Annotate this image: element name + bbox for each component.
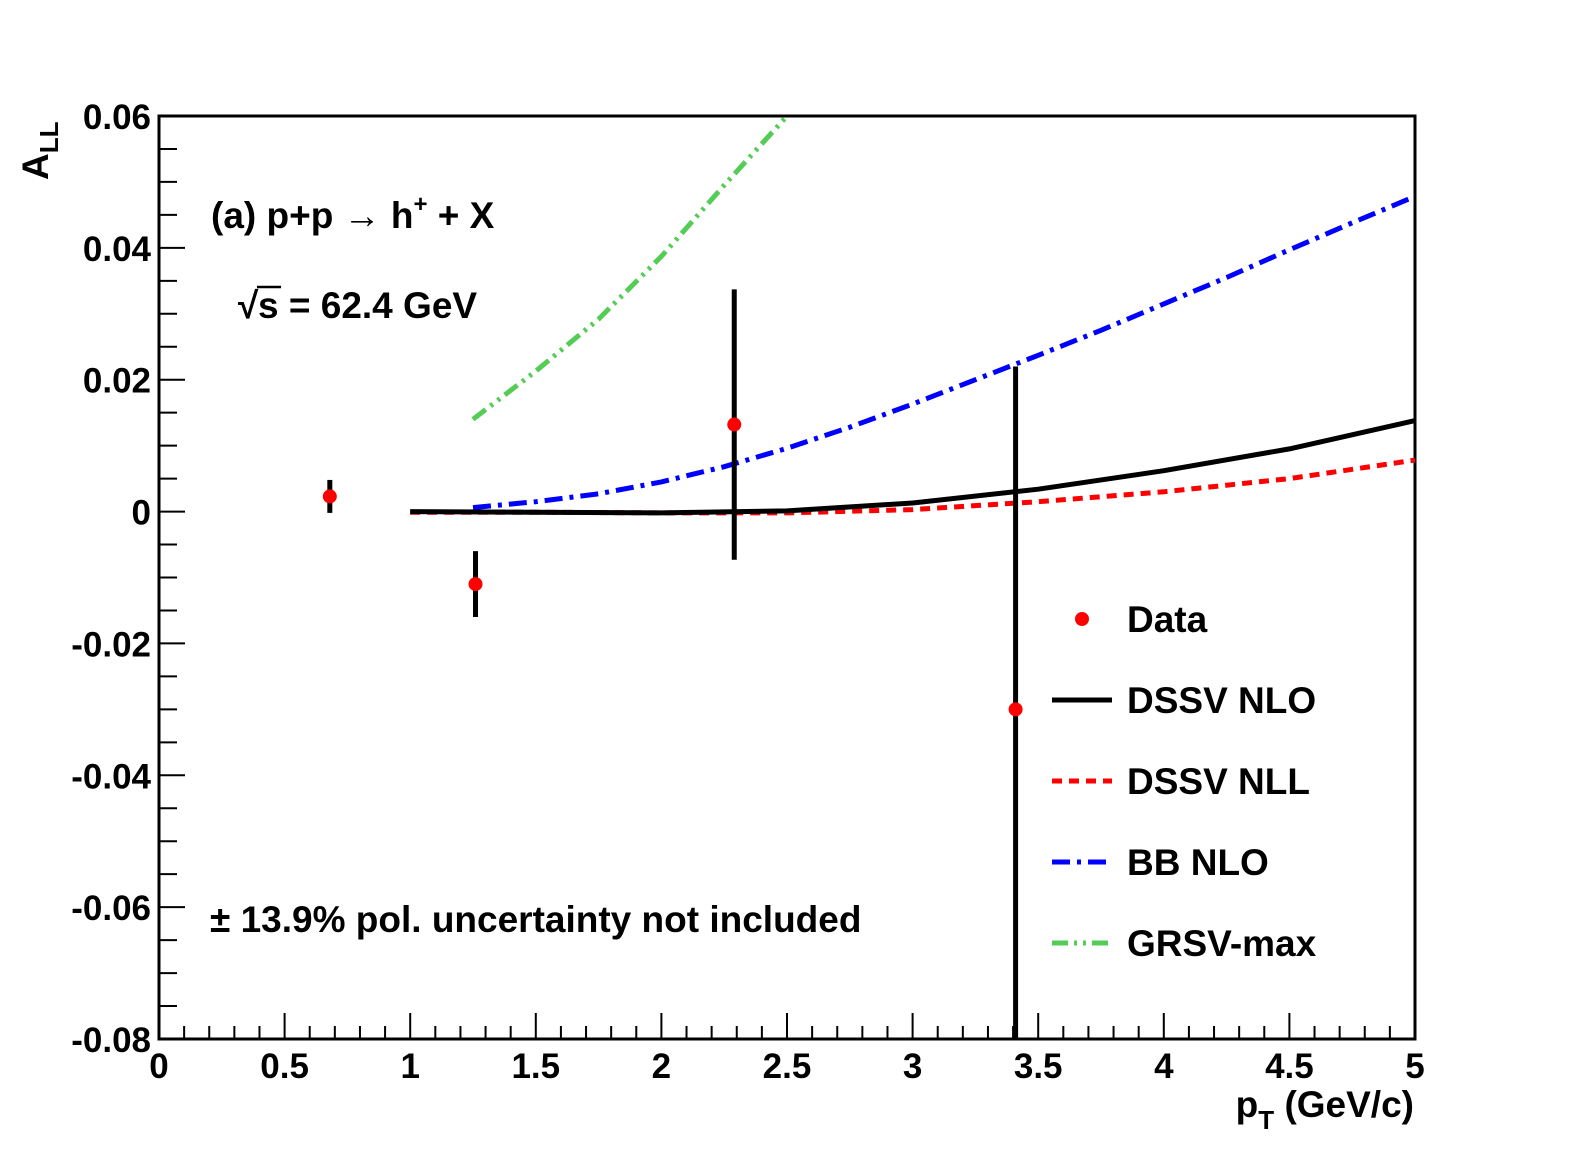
series-line-dssv-nlo	[410, 418, 1415, 516]
x-tick-label: 1.5	[511, 1047, 560, 1086]
x-tick-label: 0	[149, 1047, 168, 1086]
data-point	[727, 417, 742, 432]
energy-annotation: √ s = 62.4 GeV	[238, 285, 477, 326]
reaction-arrow: →	[344, 195, 381, 236]
data-point	[468, 577, 483, 592]
y-axis-title: ALL	[15, 121, 64, 180]
y-axis-title-sub: LL	[34, 121, 64, 153]
x-axis-title-main: p	[1236, 1084, 1259, 1125]
x-tick-label: 3	[903, 1047, 922, 1086]
x-tick-label: 2.5	[763, 1047, 812, 1086]
y-tick-label: -0.08	[71, 1021, 151, 1060]
axis-ticks	[158, 115, 1416, 1040]
x-tick-label: 4	[1154, 1047, 1174, 1086]
legend-label-data: Data	[1127, 599, 1208, 640]
x-tick-label: 0.5	[260, 1047, 309, 1086]
series-line-grsv-max	[471, 116, 789, 422]
y-axis-title-main: A	[15, 153, 56, 180]
energy-text: s = 62.4 GeV	[258, 285, 477, 326]
reaction-particle: h	[381, 195, 414, 236]
data-points	[322, 289, 1023, 1039]
legend-label-dssv-nll: DSSV NLL	[1127, 761, 1310, 802]
series-line-bb-nlo	[472, 194, 1415, 511]
reaction-prefix: (a) p+p	[211, 195, 344, 236]
x-tick-label: 4.5	[1265, 1047, 1314, 1086]
model-curves	[410, 116, 1415, 516]
series-line-dssv-nll	[410, 457, 1415, 516]
y-tick-label: -0.02	[71, 625, 151, 664]
y-tick-label: 0.04	[83, 230, 152, 269]
y-tick-label: 0.02	[83, 362, 151, 401]
x-tick-label: 1	[400, 1047, 419, 1086]
y-tick-label: 0	[132, 494, 151, 533]
y-tick-label: -0.04	[71, 757, 151, 796]
x-tick-labels: 0 0.5 1 1.5 2 2.5 3 3.5 4 4.5 5	[149, 1047, 1424, 1086]
y-tick-label: 0.06	[83, 98, 151, 137]
legend: Data DSSV NLO DSSV NLL BB NLO GRSV-max	[1052, 599, 1317, 964]
data-point	[1008, 702, 1023, 717]
uncertainty-annotation: ± 13.9% pol. uncertainty not included	[210, 899, 861, 940]
reaction-suffix: + X	[428, 195, 495, 236]
legend-marker-data	[1075, 612, 1089, 626]
reaction-annotation: (a) p+p → h+ + X	[211, 191, 495, 236]
legend-label-dssv-nlo: DSSV NLO	[1127, 680, 1316, 721]
legend-label-grsv-max: GRSV-max	[1127, 923, 1317, 964]
x-tick-label: 3.5	[1014, 1047, 1063, 1086]
y-tick-label: -0.06	[71, 889, 151, 928]
reaction-sup: +	[413, 191, 427, 218]
legend-label-bb-nlo: BB NLO	[1127, 842, 1269, 883]
x-axis-title-sub: T	[1258, 1105, 1274, 1135]
x-axis-title: pT (GeV/c)	[1236, 1084, 1414, 1135]
x-tick-label: 2	[652, 1047, 671, 1086]
x-axis-title-unit: (GeV/c)	[1274, 1084, 1414, 1125]
data-point	[322, 489, 337, 504]
sqrt-symbol: √	[238, 285, 259, 326]
x-tick-label: 5	[1405, 1047, 1424, 1086]
y-tick-labels: -0.08 -0.06 -0.04 -0.02 0 0.02 0.04 0.06	[71, 98, 151, 1060]
